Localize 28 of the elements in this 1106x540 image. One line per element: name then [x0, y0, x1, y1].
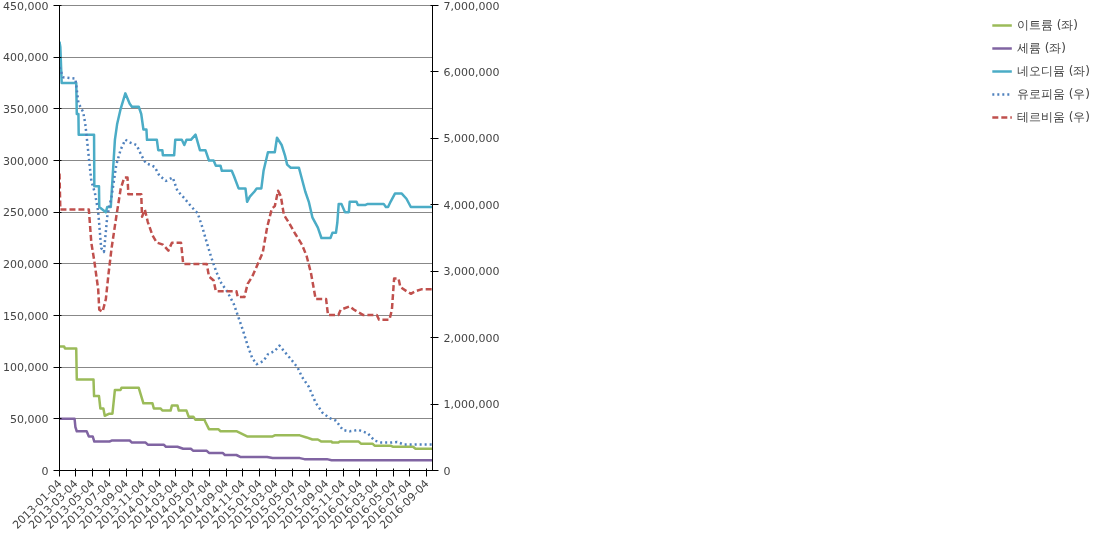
y2-tick-label: 2,000,000 — [443, 331, 500, 345]
y2-tick-label: 6,000,000 — [443, 65, 500, 79]
legend-label: 네오디뮴 (좌) — [1016, 62, 1090, 80]
legend-label: 테르비움 (우) — [1016, 108, 1090, 126]
legend-label: 유로피움 (우) — [1016, 85, 1090, 103]
line-series — [59, 345, 433, 451]
y2-tick-label: 5,000,000 — [443, 132, 500, 146]
y-tick-label: 400,000 — [3, 51, 49, 65]
y2-tick-label: 0 — [443, 464, 451, 478]
y-tick-label: 250,000 — [3, 206, 49, 220]
y-tick-label: 0 — [41, 464, 49, 478]
y-tick-label: 50,000 — [10, 412, 49, 426]
line-series — [59, 66, 433, 446]
line-series — [59, 417, 433, 462]
legend-label: 이트륨 (좌) — [1016, 16, 1078, 34]
line-series — [59, 40, 433, 240]
y2-tick-label: 7,000,000 — [443, 0, 500, 13]
y-tick-label: 350,000 — [3, 102, 49, 116]
y2-tick-label: 4,000,000 — [443, 198, 500, 212]
y-tick-label: 150,000 — [3, 309, 49, 323]
y2-tick-label: 1,000,000 — [443, 398, 500, 412]
y-tick-label: 100,000 — [3, 361, 49, 375]
y-tick-label: 300,000 — [3, 154, 49, 168]
y-tick-label: 200,000 — [3, 257, 49, 271]
y2-tick-label: 3,000,000 — [443, 265, 500, 279]
line-series — [59, 172, 433, 321]
y-tick-label: 450,000 — [3, 0, 49, 13]
legend-label: 세륨 (좌) — [1016, 39, 1066, 57]
